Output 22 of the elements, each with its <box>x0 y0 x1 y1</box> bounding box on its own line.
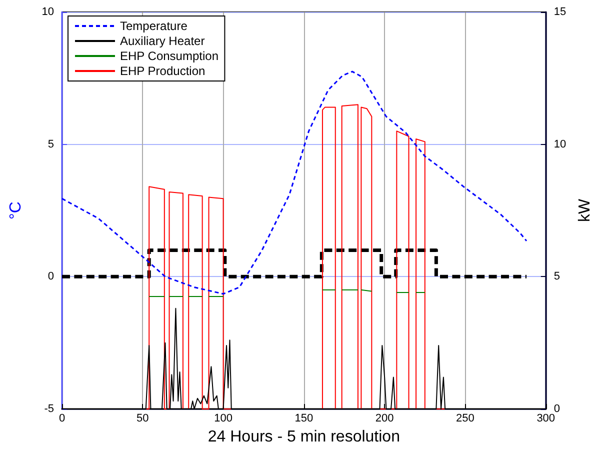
x-tick-label: 100 <box>214 412 232 424</box>
y2-tick-label: 5 <box>554 270 560 283</box>
x-tick-label: 50 <box>136 412 149 424</box>
y2-tick-label: 10 <box>554 138 566 150</box>
y2-axis-title: kW <box>576 198 594 222</box>
legend-label: Temperature <box>120 19 188 33</box>
x-axis-title: 24 Hours - 5 min resolution <box>208 428 400 446</box>
x-tick-label: 300 <box>536 412 556 424</box>
x-tick-label: 0 <box>58 412 66 424</box>
x-tick-label: 150 <box>294 412 314 424</box>
legend-label: EHP Consumption <box>120 49 218 63</box>
y2-tick-label: 15 <box>554 6 566 18</box>
y-axis-title: °C <box>8 202 24 220</box>
x-tick-label: 200 <box>375 412 394 424</box>
y-tick-label: 5 <box>48 138 54 150</box>
y-tick-label: 10 <box>42 6 54 18</box>
y2-tick-label: 0 <box>554 403 560 415</box>
y-tick-label: 0 <box>48 270 54 283</box>
legend-label: Auxiliary Heater <box>120 34 205 48</box>
y-tick-label: -5 <box>44 403 54 415</box>
x-tick-label: 250 <box>456 412 474 424</box>
legend-label: EHP Production <box>120 64 206 78</box>
